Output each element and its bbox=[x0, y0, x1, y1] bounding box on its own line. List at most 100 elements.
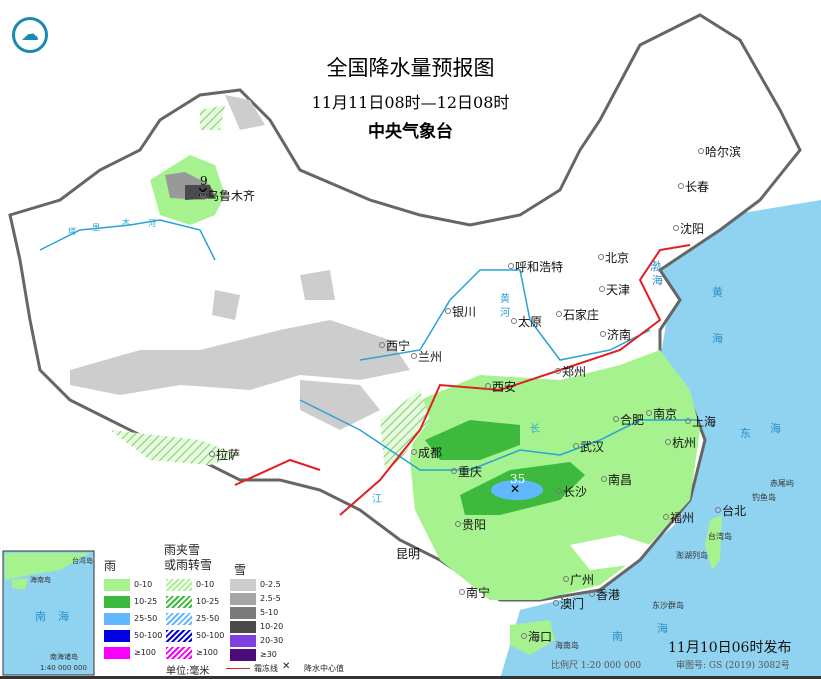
center-value: 35 bbox=[510, 472, 526, 486]
sea-label: 海 bbox=[652, 274, 663, 287]
legend-snow-title: 雪 bbox=[234, 563, 247, 577]
inset-label: 台湾岛 bbox=[72, 557, 93, 565]
map-title: 全国降水量预报图 bbox=[326, 56, 495, 80]
legend-snow-label: 10-20 bbox=[260, 622, 284, 631]
legend-mixed-swatch bbox=[166, 647, 192, 659]
legend: 雨 雨夹雪 或雨转雪 雪 0-10 10-25 25-50 50-100 ≥100 0-1… bbox=[96, 543, 396, 677]
snow-0-2.5-area bbox=[300, 380, 380, 430]
city-label: 呼和浩特 bbox=[507, 260, 564, 274]
river-label: 河 bbox=[500, 308, 510, 319]
river-label: 里 bbox=[92, 223, 100, 232]
city-label: 香港 bbox=[588, 588, 621, 602]
legend-rain-swatch bbox=[104, 596, 130, 608]
legend-snow-label: 5-10 bbox=[260, 608, 279, 617]
river-label: 江 bbox=[372, 494, 382, 505]
sea-label: 海 bbox=[712, 332, 723, 345]
release-time: 11月10日06时发布 bbox=[668, 640, 792, 656]
legend-rain-label: 10-25 bbox=[134, 597, 158, 606]
legend-snow-swatch bbox=[230, 593, 256, 605]
sea-label: 南 bbox=[612, 630, 623, 643]
city-label: 乌鲁木齐 bbox=[199, 189, 256, 203]
river-label: 长 bbox=[530, 424, 540, 435]
inset-label: 南海诸岛 bbox=[50, 653, 78, 661]
logo-icon: ☁ bbox=[12, 17, 48, 53]
city-label: 南昌 bbox=[600, 473, 633, 487]
river-label: 塔 bbox=[68, 227, 76, 236]
rain-25-50-area bbox=[491, 480, 543, 500]
city-label: 石家庄 bbox=[555, 308, 600, 322]
island-label: 东沙群岛 bbox=[652, 601, 684, 610]
legend-mixed-swatch bbox=[166, 579, 192, 591]
island-label: 赤尾屿 bbox=[770, 479, 794, 488]
legend-rain-label: 50-100 bbox=[134, 631, 163, 640]
legend-rain-label: ≥100 bbox=[134, 648, 156, 657]
city-label: 郑州 bbox=[554, 365, 587, 379]
mixed-area bbox=[110, 105, 430, 470]
yellow-river bbox=[359, 269, 651, 361]
snow-0-2.5-area bbox=[212, 95, 335, 320]
city-label: 拉萨 bbox=[208, 448, 241, 462]
legend-unit: 单位:毫米 bbox=[166, 666, 210, 677]
legend-rain-swatch bbox=[104, 630, 130, 642]
island-label: 澎湖列岛 bbox=[676, 551, 708, 560]
island-label: 台湾岛 bbox=[708, 532, 732, 541]
sea-label: 渤 bbox=[650, 260, 661, 273]
city-label: 广州 bbox=[562, 573, 595, 587]
inset-label: 南 bbox=[35, 610, 46, 623]
city-label: 南宁 bbox=[458, 586, 491, 600]
hainan-island bbox=[510, 620, 555, 655]
sea-label: 东 bbox=[740, 427, 751, 440]
snow-0-2.5-area bbox=[70, 320, 410, 395]
center-value: 9 bbox=[200, 174, 208, 188]
city-label: 银川 bbox=[444, 305, 477, 319]
city-label: 济南 bbox=[599, 328, 632, 342]
city-label: 台北 bbox=[714, 504, 747, 518]
city-label: 海口 bbox=[520, 630, 553, 644]
taiwan-island bbox=[705, 515, 722, 570]
city-label: 杭州 bbox=[664, 436, 697, 450]
legend-snow-swatch bbox=[230, 579, 256, 591]
city-label: 太原 bbox=[510, 315, 543, 329]
legend-snow-swatch bbox=[230, 649, 256, 661]
legend-rain-swatch bbox=[104, 579, 130, 591]
city-label: 北京 bbox=[597, 251, 630, 265]
river-label: 木 bbox=[122, 218, 130, 227]
legend-rain-label: 25-50 bbox=[134, 614, 158, 623]
legend-mixed-swatch bbox=[166, 630, 192, 642]
river-label: 河 bbox=[148, 219, 156, 228]
river-label: 黄 bbox=[500, 294, 510, 305]
inset-label: 海南岛 bbox=[30, 576, 51, 584]
map-scale: 比例尺 1:20 000 000 bbox=[551, 661, 642, 671]
island-label: 钓鱼岛 bbox=[752, 493, 776, 502]
city-label: 武汉 bbox=[572, 440, 605, 454]
inset-land bbox=[5, 553, 90, 590]
city-label: 兰州 bbox=[410, 350, 443, 364]
yangtze-river bbox=[299, 399, 700, 471]
legend-snow-swatch bbox=[230, 607, 256, 619]
legend-center-mark: 降水中心值 bbox=[304, 664, 344, 673]
legend-snow-label: 0-2.5 bbox=[260, 580, 281, 589]
city-label: 哈尔滨 bbox=[697, 145, 742, 159]
legend-rain-label: 0-10 bbox=[134, 580, 153, 589]
city-label: 沈阳 bbox=[672, 222, 705, 236]
legend-snow-label: ≥30 bbox=[260, 650, 277, 659]
city-label: 澳门 bbox=[552, 597, 585, 611]
legend-snow-swatch bbox=[230, 635, 256, 647]
city-label: 西宁 bbox=[378, 339, 411, 353]
legend-rain-swatch bbox=[104, 613, 130, 625]
sea-label: 海 bbox=[657, 622, 668, 635]
frost-line-icon bbox=[226, 668, 250, 669]
legend-mixed-swatch bbox=[166, 613, 192, 625]
legend-mixed-label: 50-100 bbox=[196, 631, 225, 640]
approval-number: 审图号: GS (2019) 3082号 bbox=[676, 661, 790, 671]
city-label: 西安 bbox=[484, 380, 517, 394]
center-mark-icon: ✕ bbox=[282, 661, 291, 672]
city-label: 重庆 bbox=[450, 465, 483, 479]
forecast-period: 11月11日08时—12日08时 bbox=[311, 93, 510, 112]
rain-10-25-area bbox=[425, 420, 520, 460]
snow-dry-area bbox=[570, 535, 650, 570]
legend-mixed-label: ≥100 bbox=[196, 648, 218, 657]
legend-frost-line: 霜冻线 bbox=[254, 664, 278, 673]
legend-mixed-title: 雨夹雪 或雨转雪 bbox=[164, 543, 213, 572]
